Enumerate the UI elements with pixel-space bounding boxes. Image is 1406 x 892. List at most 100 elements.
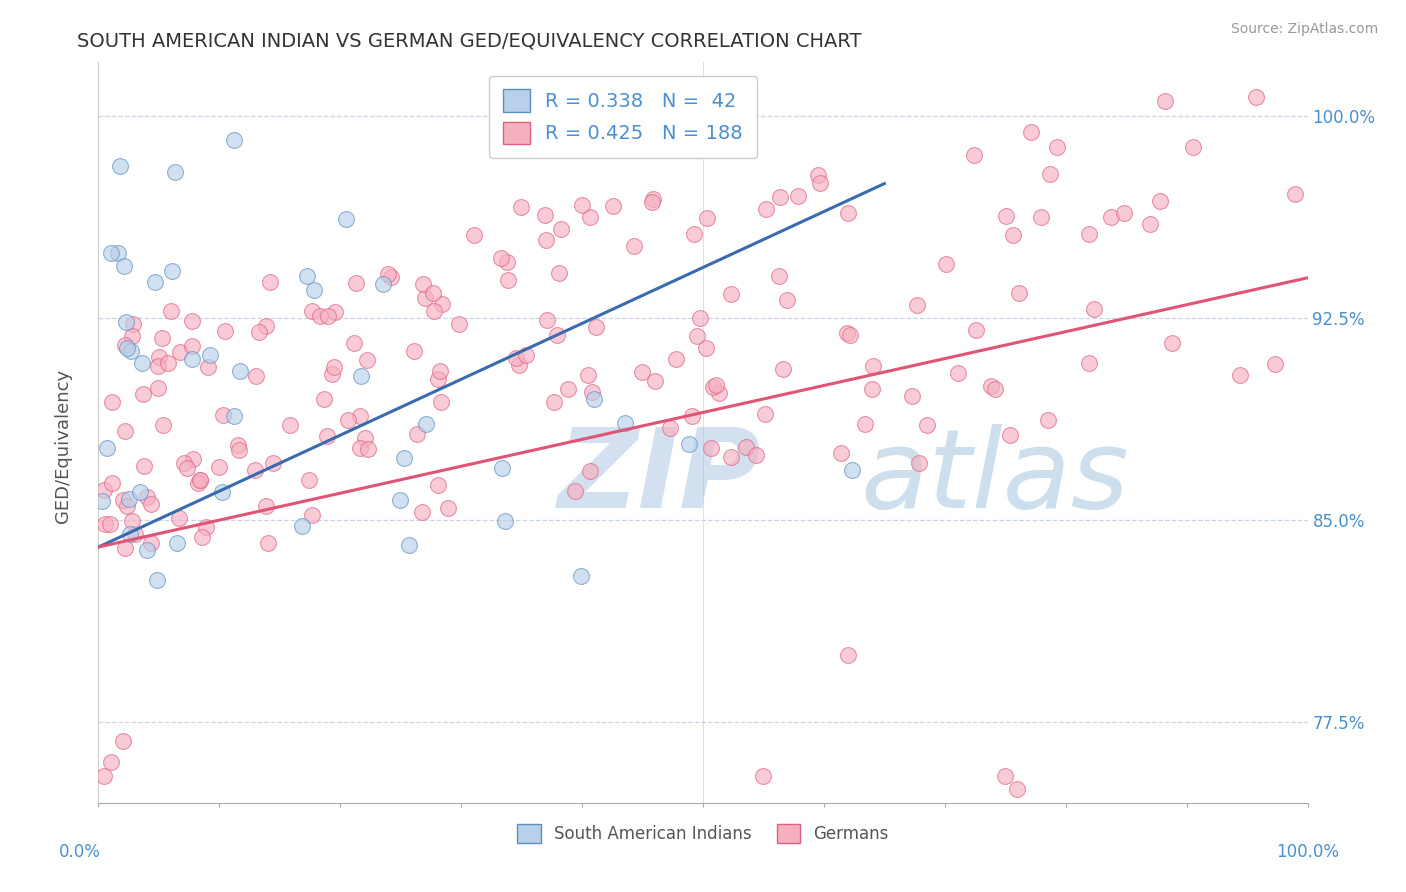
- Point: [659, 421, 682, 435]
- Point: [356, 353, 378, 368]
- Point: [349, 409, 371, 424]
- Text: 100.0%: 100.0%: [1277, 843, 1339, 861]
- Point: [641, 192, 664, 206]
- Point: [720, 450, 742, 464]
- Point: [120, 527, 142, 541]
- Point: [377, 267, 399, 281]
- Point: [571, 198, 593, 212]
- Point: [120, 343, 142, 358]
- Point: [143, 275, 166, 289]
- Point: [1229, 368, 1251, 383]
- Point: [696, 211, 718, 226]
- Point: [112, 493, 135, 508]
- Point: [90, 494, 112, 508]
- Point: [1046, 140, 1069, 154]
- Point: [745, 448, 768, 462]
- Point: [353, 431, 375, 445]
- Point: [908, 456, 931, 470]
- Point: [129, 485, 152, 500]
- Point: [578, 210, 600, 224]
- Point: [181, 339, 204, 353]
- Point: [135, 542, 157, 557]
- Point: [181, 351, 204, 366]
- Point: [1008, 285, 1031, 300]
- Point: [115, 499, 138, 513]
- Point: [254, 318, 277, 333]
- Point: [837, 648, 859, 662]
- Point: [695, 341, 717, 355]
- Point: [534, 208, 557, 222]
- Point: [141, 536, 163, 550]
- Point: [229, 364, 252, 378]
- Point: [100, 246, 122, 260]
- Point: [197, 360, 219, 375]
- Point: [787, 189, 810, 203]
- Point: [860, 382, 883, 396]
- Point: [550, 222, 572, 236]
- Point: [98, 516, 121, 531]
- Point: [810, 177, 832, 191]
- Point: [534, 233, 557, 247]
- Point: [1114, 206, 1136, 220]
- Point: [136, 491, 159, 505]
- Point: [371, 277, 394, 291]
- Point: [905, 298, 928, 312]
- Point: [585, 319, 607, 334]
- Point: [1244, 90, 1267, 104]
- Point: [463, 227, 485, 242]
- Point: [754, 408, 776, 422]
- Point: [139, 497, 162, 511]
- Point: [984, 383, 1007, 397]
- Point: [211, 485, 233, 500]
- Point: [394, 451, 416, 466]
- Point: [228, 443, 250, 458]
- Point: [734, 440, 756, 454]
- Point: [546, 327, 568, 342]
- Point: [406, 426, 429, 441]
- Point: [678, 436, 700, 450]
- Point: [131, 356, 153, 370]
- Point: [114, 424, 136, 438]
- Point: [121, 514, 143, 528]
- Point: [1001, 227, 1024, 242]
- Point: [96, 441, 118, 455]
- Point: [963, 147, 986, 161]
- Point: [837, 326, 859, 341]
- Point: [752, 769, 775, 783]
- Point: [212, 408, 235, 422]
- Point: [644, 375, 666, 389]
- Point: [980, 378, 1002, 392]
- Point: [148, 351, 170, 365]
- Point: [1264, 357, 1286, 371]
- Point: [411, 505, 433, 519]
- Point: [398, 538, 420, 552]
- Point: [862, 359, 884, 373]
- Point: [946, 366, 969, 380]
- Text: ZIP: ZIP: [558, 424, 762, 531]
- Point: [702, 379, 724, 393]
- Point: [93, 769, 115, 783]
- Point: [388, 492, 411, 507]
- Point: [709, 386, 731, 401]
- Point: [564, 483, 586, 498]
- Point: [768, 269, 790, 284]
- Point: [1078, 356, 1101, 370]
- Point: [245, 369, 267, 384]
- Point: [413, 291, 436, 305]
- Point: [321, 368, 343, 382]
- Point: [683, 227, 706, 241]
- Point: [681, 409, 703, 423]
- Point: [350, 368, 373, 383]
- Point: [1099, 210, 1122, 224]
- Point: [543, 395, 565, 409]
- Point: [380, 270, 402, 285]
- Point: [194, 520, 217, 534]
- Point: [536, 312, 558, 326]
- Point: [807, 168, 830, 182]
- Point: [1284, 187, 1306, 202]
- Point: [262, 457, 284, 471]
- Point: [160, 303, 183, 318]
- Point: [1019, 124, 1042, 138]
- Point: [509, 200, 531, 214]
- Point: [176, 461, 198, 475]
